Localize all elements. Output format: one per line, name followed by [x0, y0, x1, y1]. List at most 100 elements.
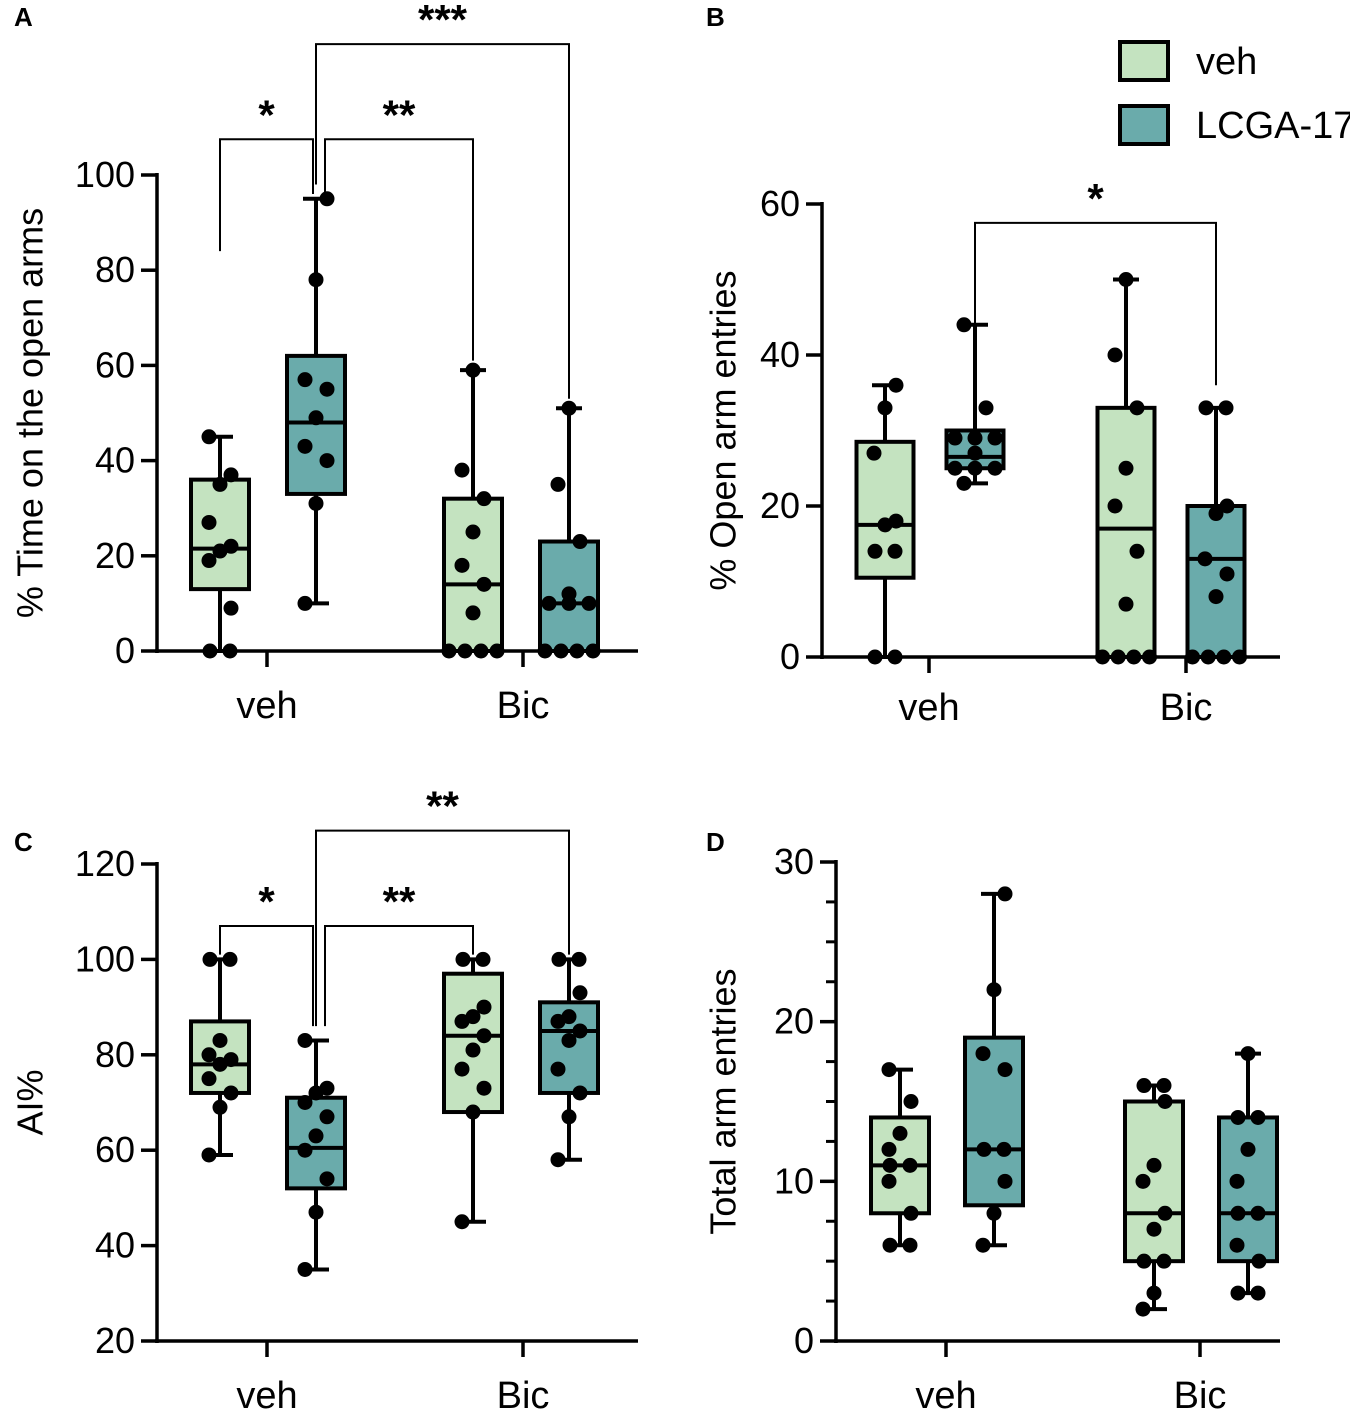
data-point	[1107, 347, 1123, 363]
legend-swatch	[1118, 40, 1170, 82]
data-point	[223, 1085, 239, 1101]
significance-label: **	[383, 91, 416, 138]
y-tick-label: 40	[95, 1225, 135, 1266]
y-tick-label: 10	[774, 1160, 814, 1201]
data-point	[1146, 1285, 1162, 1301]
data-point	[319, 1080, 335, 1096]
data-point	[1197, 551, 1213, 567]
y-tick-label: 0	[115, 630, 135, 671]
data-point	[887, 543, 903, 559]
data-point	[867, 649, 883, 665]
data-point	[947, 430, 963, 446]
data-point	[201, 514, 217, 530]
data-point	[465, 1009, 481, 1025]
data-point	[476, 1028, 492, 1044]
data-point	[887, 649, 903, 665]
data-point	[572, 985, 588, 1001]
y-tick-label: 20	[95, 1320, 135, 1361]
data-point	[551, 951, 567, 967]
legend-label: veh	[1196, 41, 1257, 83]
y-tick-label: 60	[760, 183, 800, 224]
data-point	[1110, 649, 1126, 665]
data-point	[553, 643, 569, 659]
bracket-line	[324, 138, 474, 361]
data-point	[222, 643, 238, 659]
data-point	[902, 1157, 918, 1173]
data-point	[1146, 1221, 1162, 1237]
data-point	[881, 1062, 897, 1078]
data-point	[569, 643, 585, 659]
data-point	[489, 643, 505, 659]
data-point	[297, 1032, 313, 1048]
y-tick-label: 120	[75, 843, 135, 884]
data-point	[1157, 1205, 1173, 1221]
data-point	[476, 1080, 492, 1096]
data-point	[1118, 272, 1134, 287]
data-point	[902, 1237, 918, 1253]
data-point	[1208, 589, 1224, 605]
data-point	[956, 475, 972, 491]
significance-bracket: *	[219, 91, 314, 252]
box-veh-bic	[441, 362, 505, 659]
data-point	[223, 600, 239, 616]
data-point	[297, 595, 313, 611]
y-tick-label: 80	[95, 249, 135, 290]
box-lcga-17-veh	[944, 317, 1006, 491]
y-tick-label: 0	[794, 1320, 814, 1361]
panel-d: D 0 10 20 30 Total arm entries veh Bic	[703, 827, 1280, 1412]
data-point	[585, 643, 601, 659]
bracket-line	[219, 138, 314, 252]
significance-label: ***	[418, 0, 468, 43]
panel-a: A 0 20 40 60 80 100 % Time on the open arms veh B…	[10, 0, 638, 727]
data-point	[987, 430, 1003, 446]
data-point	[476, 999, 492, 1015]
y-tick-label: 60	[95, 344, 135, 385]
box-veh-veh	[189, 429, 251, 659]
panel-letter: C	[14, 827, 33, 857]
data-point	[476, 491, 492, 507]
data-point	[223, 538, 239, 554]
data-point	[455, 951, 471, 967]
y-axis-title: AI%	[10, 1069, 51, 1135]
data-point	[473, 643, 489, 659]
data-point	[297, 1142, 313, 1158]
data-point	[881, 1141, 897, 1157]
data-point	[581, 595, 597, 611]
box-veh-veh	[189, 951, 251, 1163]
significance-bracket: **	[315, 783, 570, 1027]
bracket-line	[315, 829, 570, 1027]
legend: veh LCGA-17	[1118, 40, 1350, 147]
data-point	[987, 460, 1003, 476]
data-point	[465, 1104, 481, 1120]
y-tick-label: 100	[75, 938, 135, 979]
data-point	[201, 1147, 217, 1163]
data-point	[465, 524, 481, 540]
data-point	[1250, 1205, 1266, 1221]
data-point	[997, 886, 1013, 902]
box-iqr	[1185, 504, 1247, 659]
y-tick-label: 30	[774, 841, 814, 882]
data-point	[201, 1071, 217, 1087]
data-point	[572, 1023, 588, 1039]
x-tick-label: veh	[915, 1375, 976, 1412]
data-point	[867, 543, 883, 559]
data-point	[882, 1157, 898, 1173]
data-point	[1185, 649, 1200, 665]
data-point	[888, 377, 904, 393]
y-tick-label: 20	[95, 535, 135, 576]
data-point	[1218, 400, 1234, 416]
data-point	[1118, 596, 1134, 612]
data-point	[441, 643, 457, 659]
box-iqr	[1123, 1099, 1185, 1264]
data-point	[1229, 1237, 1245, 1253]
panel-letter: D	[706, 827, 725, 857]
data-point	[297, 438, 313, 454]
data-point	[454, 462, 470, 478]
significance-bracket: ***	[315, 0, 570, 399]
data-point	[223, 1052, 239, 1068]
data-point	[1118, 460, 1134, 476]
data-point	[202, 643, 218, 659]
y-tick-label: 80	[95, 1034, 135, 1075]
data-point	[967, 445, 983, 461]
